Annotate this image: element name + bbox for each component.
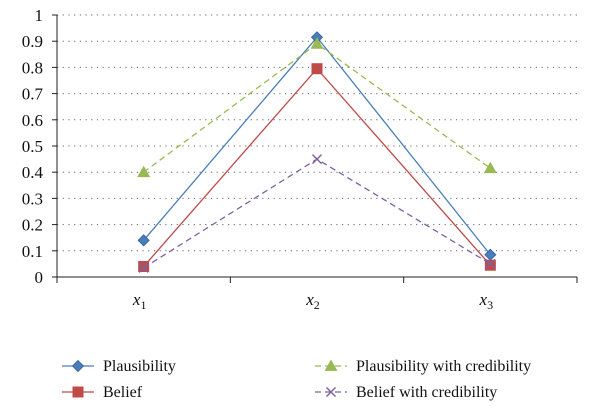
legend-marker xyxy=(71,359,85,373)
y-tick-label: 0.9 xyxy=(22,32,43,51)
series-plausibility xyxy=(137,31,497,261)
series-belief-with-credibility xyxy=(138,154,496,273)
y-tick-label: 0.8 xyxy=(22,58,43,77)
series-line xyxy=(143,43,491,173)
y-tick-label: 1 xyxy=(35,6,44,25)
legend-label: Belief with credibility xyxy=(356,384,497,401)
series-group xyxy=(137,31,497,273)
legend-marker xyxy=(72,386,84,398)
series-plausibility-with-credibility xyxy=(137,37,497,178)
data-point xyxy=(138,261,150,273)
series-line xyxy=(143,158,491,269)
data-point xyxy=(137,165,151,178)
data-point xyxy=(138,262,149,273)
data-point xyxy=(311,63,323,75)
legend-marker xyxy=(326,387,336,397)
x-tick-label: x3 xyxy=(479,290,494,312)
legend-label: Belief xyxy=(103,384,143,401)
y-tick-label: 0.4 xyxy=(22,163,44,182)
data-point xyxy=(137,234,150,247)
y-tick-label: 0.6 xyxy=(22,111,43,130)
x-axis-ticks: x1 x2 x3 xyxy=(56,277,578,312)
data-point xyxy=(484,259,496,271)
data-point xyxy=(312,154,322,165)
data-point xyxy=(485,258,496,269)
x-tick-label: x2 xyxy=(305,290,320,312)
legend-marker xyxy=(324,359,338,371)
x-tick-label: x1 xyxy=(132,290,147,312)
data-point xyxy=(483,161,497,174)
legend-item: Belief with credibility xyxy=(315,384,497,401)
legend-item: Plausibility xyxy=(62,358,176,375)
y-tick-label: 0.7 xyxy=(22,85,44,104)
legend: Plausibility Belief Plausibility with cred… xyxy=(62,358,531,401)
y-tick-label: 0.1 xyxy=(22,242,43,261)
legend-label: Plausibility with credibility xyxy=(356,358,531,375)
gridlines xyxy=(57,14,577,252)
axes xyxy=(56,15,577,278)
y-tick-label: 0.3 xyxy=(22,189,43,208)
y-tick-label: 0 xyxy=(35,268,44,287)
y-tick-label: 0.5 xyxy=(22,137,43,156)
legend-label: Plausibility xyxy=(103,358,176,375)
y-tick-label: 0.2 xyxy=(22,216,43,235)
data-point xyxy=(310,37,324,49)
series-line xyxy=(143,67,491,267)
y-axis-ticks: 0 0.1 0.2 0.3 0.4 0.5 0.6 0.7 0.8 0.9 1 xyxy=(22,6,57,287)
series-belief xyxy=(138,63,496,273)
legend-item: Belief xyxy=(62,384,143,401)
legend-item: Plausibility with credibility xyxy=(315,358,531,375)
